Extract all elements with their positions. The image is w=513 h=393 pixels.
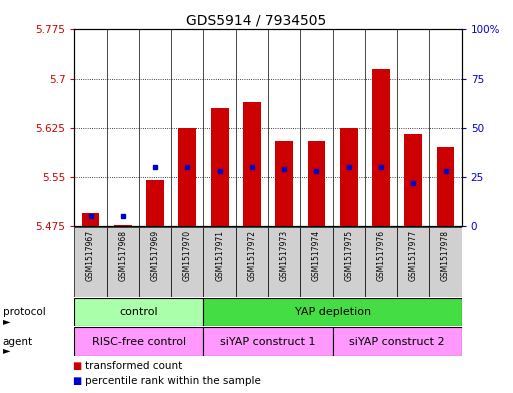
Text: GSM1517967: GSM1517967 [86,230,95,281]
Text: percentile rank within the sample: percentile rank within the sample [85,376,261,386]
Text: agent: agent [3,336,33,347]
Text: GSM1517968: GSM1517968 [119,230,127,281]
Text: ►: ► [3,316,10,326]
Bar [268,227,300,297]
Bar [332,327,462,356]
Text: ■: ■ [72,376,81,386]
Bar [107,227,139,297]
Bar [300,227,332,297]
Bar [332,227,365,297]
Text: siYAP construct 2: siYAP construct 2 [349,336,445,347]
Bar [372,69,390,226]
Bar [397,227,429,297]
Text: GSM1517978: GSM1517978 [441,230,450,281]
Text: GSM1517971: GSM1517971 [215,230,224,281]
Text: GSM1517976: GSM1517976 [377,230,385,281]
Bar [74,227,107,297]
Text: GSM1517974: GSM1517974 [312,230,321,281]
Text: YAP depletion: YAP depletion [294,307,371,317]
Text: GSM1517972: GSM1517972 [247,230,256,281]
Text: GSM1517977: GSM1517977 [409,230,418,281]
Bar [429,227,462,297]
Text: ►: ► [3,345,10,355]
Bar [179,128,196,226]
Text: GSM1517975: GSM1517975 [344,230,353,281]
Bar [437,147,455,226]
Bar [243,101,261,226]
Text: GSM1517970: GSM1517970 [183,230,192,281]
Bar [204,298,462,326]
Text: ■: ■ [72,361,81,371]
Text: GSM1517973: GSM1517973 [280,230,289,281]
Bar [114,225,132,226]
Bar [211,108,228,226]
Bar [340,128,358,226]
Bar [275,141,293,226]
Text: siYAP construct 1: siYAP construct 1 [220,336,316,347]
Bar [204,327,332,356]
Bar [146,180,164,226]
Text: GSM1517969: GSM1517969 [151,230,160,281]
Text: GDS5914 / 7934505: GDS5914 / 7934505 [186,14,327,28]
Bar [308,141,325,226]
Bar [236,227,268,297]
Text: protocol: protocol [3,307,45,317]
Bar [82,213,100,226]
Bar [74,298,204,326]
Text: RISC-free control: RISC-free control [92,336,186,347]
Bar [171,227,204,297]
Bar [404,134,422,226]
Bar [204,227,236,297]
Text: control: control [120,307,158,317]
Bar [365,227,397,297]
Bar [139,227,171,297]
Text: transformed count: transformed count [85,361,182,371]
Bar [74,327,204,356]
